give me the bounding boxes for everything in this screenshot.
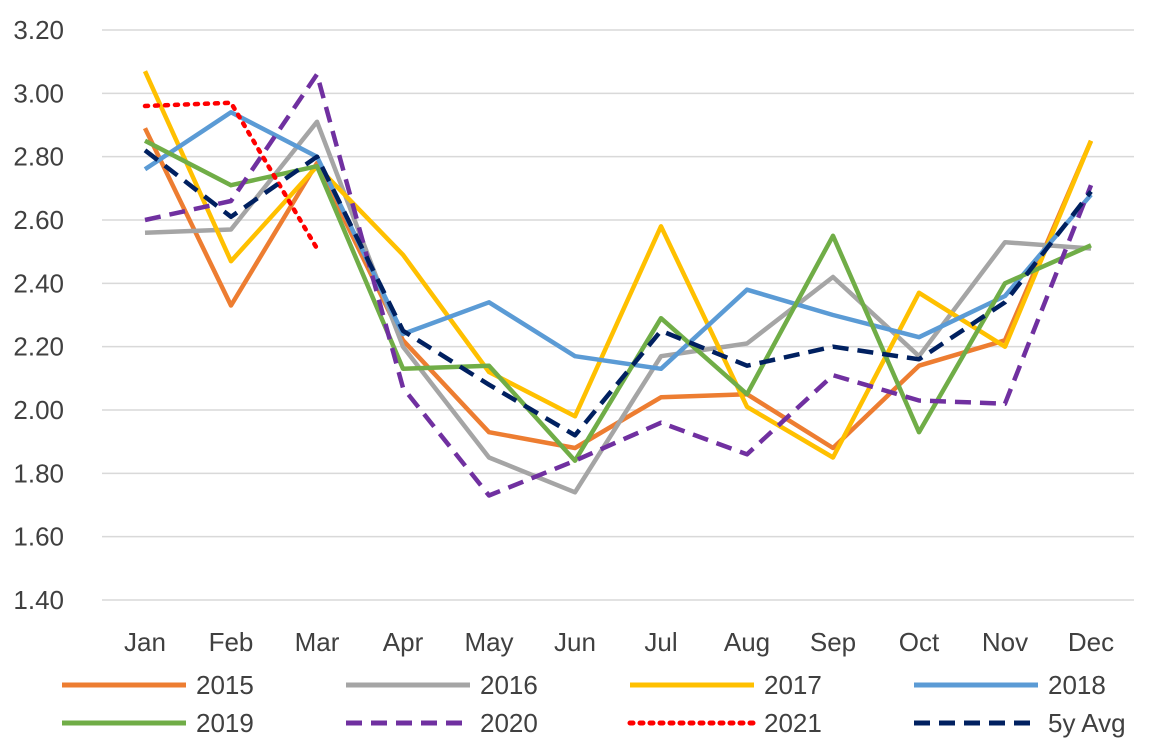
y-tick-label: 2.40 xyxy=(13,268,64,298)
series-line-2020 xyxy=(144,72,1094,498)
x-tick-label: May xyxy=(464,627,513,657)
x-axis-ticks: Jan Feb Mar Apr May Jun Jul Aug Sep Oct Nov Dec xyxy=(124,627,1114,657)
series-line-2021 xyxy=(142,100,320,251)
y-tick-label: 1.80 xyxy=(13,458,64,488)
x-tick-label: Mar xyxy=(295,627,340,657)
x-tick-label: Dec xyxy=(1068,627,1114,657)
legend-item-5y-avg: 5y Avg xyxy=(914,708,1126,738)
legend-item-2019: 2019 xyxy=(62,708,254,738)
y-tick-label: 1.40 xyxy=(13,585,64,615)
y-tick-label: 2.20 xyxy=(13,332,64,362)
legend-item-2021: 2021 xyxy=(627,708,822,738)
x-tick-label: Sep xyxy=(810,627,856,657)
series-line-5y-avg xyxy=(143,148,1093,438)
x-tick-label: Aug xyxy=(724,627,770,657)
x-tick-label: Oct xyxy=(899,627,940,657)
y-tick-label: 3.20 xyxy=(13,15,64,45)
x-tick-label: Apr xyxy=(383,627,424,657)
legend-label: 2015 xyxy=(196,670,254,700)
y-tick-label: 1.60 xyxy=(13,522,64,552)
legend-label: 2019 xyxy=(196,708,254,738)
y-tick-label: 2.80 xyxy=(13,142,64,172)
y-tick-label: 2.00 xyxy=(13,395,64,425)
series-line-2018 xyxy=(143,110,1093,372)
legend-item-2016: 2016 xyxy=(346,670,538,700)
legend-label: 5y Avg xyxy=(1048,708,1126,738)
x-tick-label: Jun xyxy=(554,627,596,657)
legend-item-2017: 2017 xyxy=(630,670,822,700)
x-tick-label: Jul xyxy=(644,627,677,657)
legend-label: 2020 xyxy=(480,708,538,738)
series-line-2016 xyxy=(144,119,1092,495)
series-lines xyxy=(142,70,1094,498)
x-tick-label: Nov xyxy=(982,627,1028,657)
legend: 2015 2016 2017 2018 2019 2020 2021 5y Avg xyxy=(62,670,1126,738)
legend-item-2018: 2018 xyxy=(914,670,1106,700)
legend-label: 2016 xyxy=(480,670,538,700)
series-line-2019 xyxy=(143,138,1092,463)
legend-item-2020: 2020 xyxy=(346,708,538,738)
legend-label: 2017 xyxy=(764,670,822,700)
x-tick-label: Jan xyxy=(124,627,166,657)
x-tick-label: Feb xyxy=(209,627,254,657)
legend-label: 2018 xyxy=(1048,670,1106,700)
series-line-2017 xyxy=(142,70,1094,460)
legend-label: 2021 xyxy=(764,708,822,738)
y-tick-label: 3.00 xyxy=(13,78,64,108)
legend-item-2015: 2015 xyxy=(62,670,254,700)
gridlines xyxy=(102,29,1134,601)
y-axis-ticks: 1.40 1.60 1.80 2.00 2.20 2.40 2.60 2.80 3.00 3.20 xyxy=(13,15,64,615)
y-tick-label: 2.60 xyxy=(13,205,64,235)
